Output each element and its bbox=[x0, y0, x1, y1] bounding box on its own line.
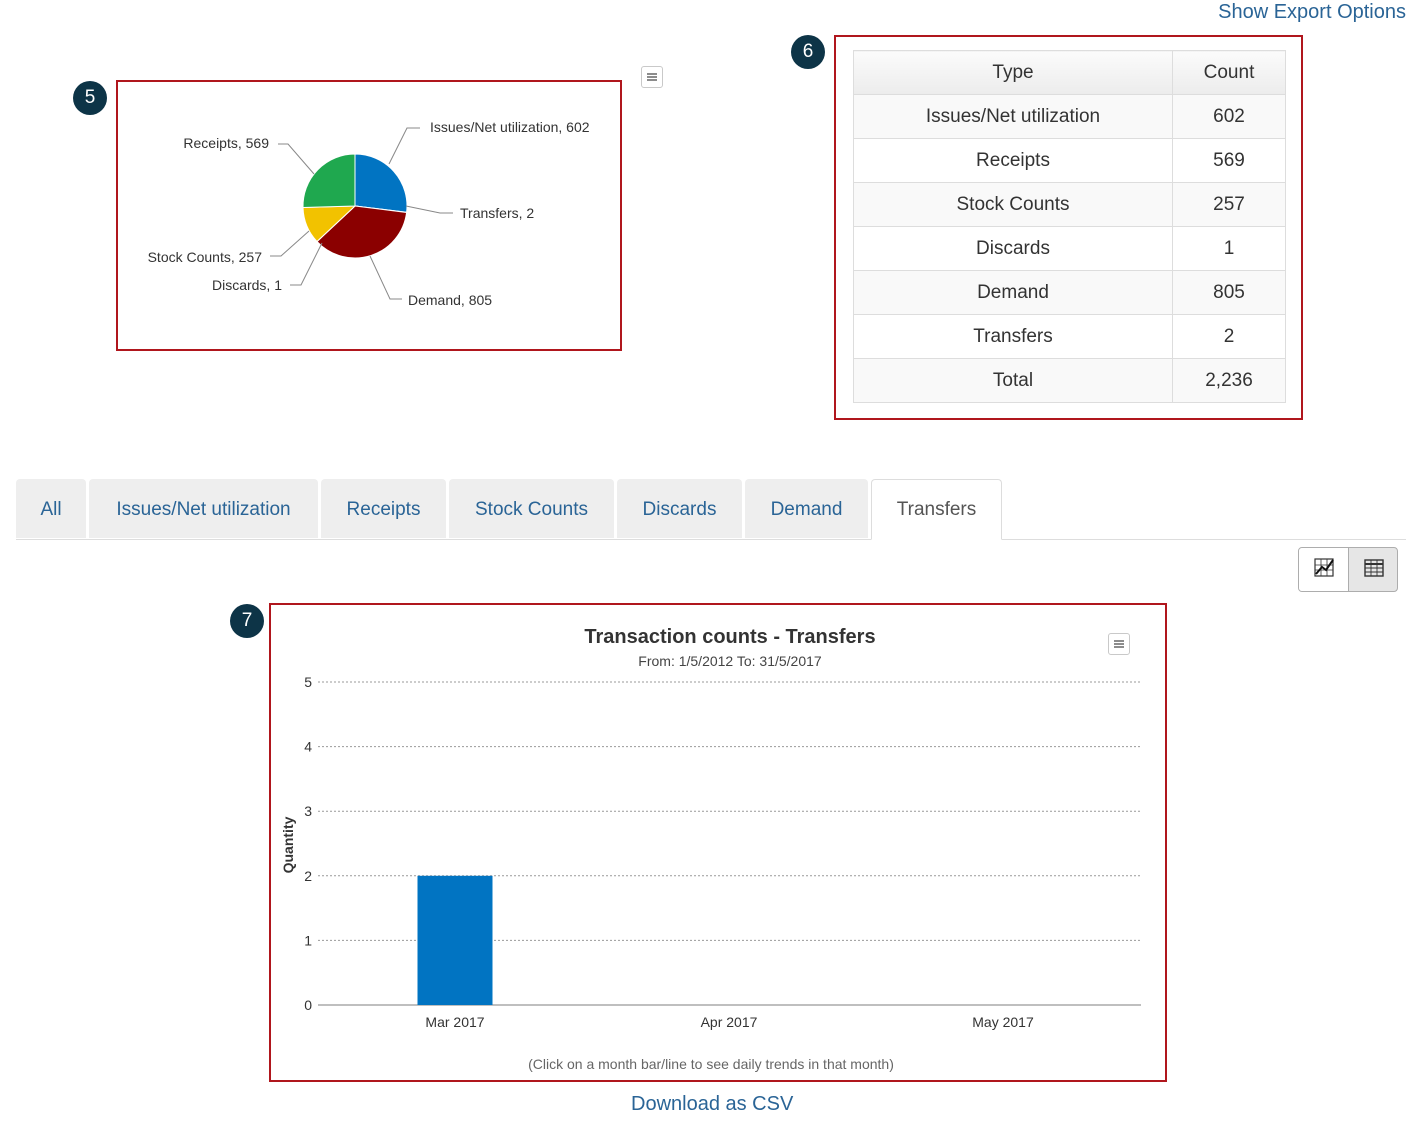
summary-table-highlight bbox=[834, 35, 1303, 420]
table-view-icon bbox=[1364, 559, 1384, 577]
view-toggle bbox=[1298, 547, 1398, 592]
cell-type: Transfers bbox=[853, 314, 1173, 359]
cell-count: 2 bbox=[1172, 314, 1286, 359]
cell-type: Demand bbox=[853, 270, 1173, 315]
header-type: Type bbox=[853, 50, 1173, 95]
hamburger-menu-icon bbox=[647, 73, 657, 81]
summary-table: Type Count Issues/Net utilization 602 Rece… bbox=[853, 50, 1286, 403]
step-badge-7: 7 bbox=[230, 604, 264, 638]
step-badge-6: 6 bbox=[791, 35, 825, 69]
chart-subtitle: From: 1/5/2012 To: 31/5/2017 bbox=[638, 653, 822, 669]
tab-issues-net-utilization[interactable]: Issues/Net utilization bbox=[89, 479, 318, 538]
cell-count: 257 bbox=[1172, 182, 1286, 227]
summary-row: Total 2,236 bbox=[853, 358, 1286, 403]
cell-type: Discards bbox=[853, 226, 1173, 271]
transaction-type-tabs: All Issues/Net utilization Receipts Stoc… bbox=[16, 479, 1406, 540]
pie-chart: Issues/Net utilization, 602 Receipts, 56… bbox=[148, 119, 590, 308]
connector-stock bbox=[270, 230, 310, 257]
x-tick-label: Apr 2017 bbox=[701, 1014, 758, 1030]
y-tick-label: 0 bbox=[304, 997, 312, 1013]
hamburger-menu-icon bbox=[1114, 640, 1124, 648]
x-tick-label: Mar 2017 bbox=[425, 1014, 484, 1030]
cell-count: 569 bbox=[1172, 138, 1286, 183]
cell-type: Issues/Net utilization bbox=[853, 94, 1173, 139]
y-axis-label: Quantity bbox=[280, 816, 296, 873]
summary-row: Receipts 569 bbox=[853, 138, 1286, 183]
summary-row: Transfers 2 bbox=[853, 314, 1286, 359]
cell-count: 1 bbox=[1172, 226, 1286, 271]
y-tick-label: 2 bbox=[304, 868, 312, 884]
cell-count: 805 bbox=[1172, 270, 1286, 315]
pie-label-stock-counts: Stock Counts, 257 bbox=[148, 249, 263, 265]
summary-row: Discards 1 bbox=[853, 226, 1286, 271]
y-tick-label: 5 bbox=[304, 674, 312, 690]
tab-transfers[interactable]: Transfers bbox=[871, 479, 1002, 540]
bar-chart-menu-button[interactable] bbox=[1108, 633, 1130, 655]
cell-type: Stock Counts bbox=[853, 182, 1173, 227]
pie-slice-receipts[interactable] bbox=[302, 153, 356, 208]
chart-footnote: (Click on a month bar/line to see daily … bbox=[528, 1056, 894, 1072]
connector-demand bbox=[369, 255, 402, 300]
pie-chart-menu-button[interactable] bbox=[641, 66, 663, 88]
pie-label-discards: Discards, 1 bbox=[212, 277, 282, 293]
cell-count: 602 bbox=[1172, 94, 1286, 139]
bar-mar-2017[interactable] bbox=[417, 875, 493, 1005]
connector-transfers bbox=[405, 205, 453, 214]
transfers-bar-chart: Transaction counts - Transfers From: 1/5… bbox=[280, 626, 1141, 1072]
header-count: Count bbox=[1172, 50, 1286, 95]
pie-slice-demand[interactable] bbox=[316, 205, 408, 259]
x-tick-label: May 2017 bbox=[972, 1014, 1034, 1030]
show-export-options-link[interactable]: Show Export Options bbox=[1218, 1, 1406, 23]
cell-type: Receipts bbox=[853, 138, 1173, 183]
summary-row: Demand 805 bbox=[853, 270, 1286, 315]
chart-title: Transaction counts - Transfers bbox=[584, 626, 875, 648]
tab-all[interactable]: All bbox=[16, 479, 86, 538]
y-tick-label: 3 bbox=[304, 803, 312, 819]
connector-issues bbox=[388, 127, 420, 165]
y-tick-label: 1 bbox=[304, 932, 312, 948]
summary-header-row: Type Count bbox=[853, 50, 1286, 95]
pie-slice-issues-net-utilization[interactable] bbox=[354, 153, 408, 213]
summary-row: Issues/Net utilization 602 bbox=[853, 94, 1286, 139]
chart-view-button[interactable] bbox=[1299, 548, 1349, 591]
pie-chart-highlight bbox=[116, 80, 622, 351]
tab-receipts[interactable]: Receipts bbox=[321, 479, 446, 538]
step-badge-5: 5 bbox=[73, 81, 107, 115]
summary-row: Stock Counts 257 bbox=[853, 182, 1286, 227]
pie-label-issues: Issues/Net utilization, 602 bbox=[430, 119, 590, 135]
chart-view-icon bbox=[1314, 558, 1334, 577]
y-tick-label: 4 bbox=[304, 739, 312, 755]
cell-count: 2,236 bbox=[1172, 358, 1286, 403]
table-view-button[interactable] bbox=[1349, 548, 1397, 591]
tab-discards[interactable]: Discards bbox=[617, 479, 742, 538]
pie-label-receipts: Receipts, 569 bbox=[183, 135, 269, 151]
connector-receipts bbox=[278, 143, 315, 175]
bar-chart-highlight bbox=[269, 603, 1167, 1082]
tab-demand[interactable]: Demand bbox=[745, 479, 868, 538]
tab-stock-counts[interactable]: Stock Counts bbox=[449, 479, 614, 538]
pie-label-demand: Demand, 805 bbox=[408, 292, 492, 308]
download-csv-link[interactable]: Download as CSV bbox=[631, 1093, 794, 1115]
pie-label-transfers: Transfers, 2 bbox=[460, 205, 534, 221]
connector-discards bbox=[290, 242, 323, 286]
cell-type: Total bbox=[853, 358, 1173, 403]
